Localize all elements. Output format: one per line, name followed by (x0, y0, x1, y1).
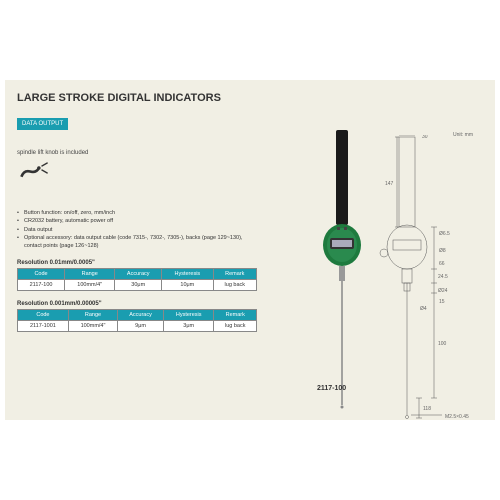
knob-icon (17, 159, 52, 184)
content-area: spindle lift knob is included Button fun… (17, 140, 483, 332)
dim-label: Ø8 (439, 248, 446, 254)
cell-hysteresis: 3μm (163, 321, 214, 332)
data-output-badge: DATA OUTPUT (17, 118, 68, 130)
technical-drawing: 34.5 30 147 Ø6.5 Ø8 24.5 Ø24 15 100 118 … (367, 135, 487, 425)
cell-code: 2117-100 (18, 280, 65, 291)
right-column: Unit: mm (267, 140, 483, 332)
product-image (322, 130, 362, 410)
dim-label: M2.5×0.45 (445, 414, 469, 420)
dim-label: Ø4 (420, 306, 427, 312)
spec-table-2: Code Range Accuracy Hysteresis Remark 21… (17, 309, 257, 332)
dim-label: 66 (439, 261, 445, 267)
col-range: Range (68, 310, 117, 321)
col-remark: Remark (213, 269, 256, 280)
dim-label: 147 (385, 181, 394, 187)
feature-list: Button function: on/off, zero, mm/inch C… (17, 209, 257, 250)
cell-range: 100mm/4" (68, 321, 117, 332)
col-remark: Remark (214, 310, 257, 321)
cell-remark: lug back (214, 321, 257, 332)
catalog-page: LARGE STROKE DIGITAL INDICATORS DATA OUT… (5, 80, 495, 420)
col-accuracy: Accuracy (115, 269, 162, 280)
col-hysteresis: Hysteresis (163, 310, 214, 321)
resolution-label-1: Resolution 0.01mm/0.0005" (17, 260, 257, 266)
dim-label: Ø6.5 (439, 231, 450, 237)
cell-remark: lug back (213, 280, 256, 291)
list-item: CR2032 battery, automatic power off (17, 217, 257, 225)
cell-code: 2117-1001 (18, 321, 69, 332)
page-title: LARGE STROKE DIGITAL INDICATORS (17, 92, 483, 104)
knob-label: spindle lift knob is included (17, 150, 257, 156)
col-code: Code (18, 269, 65, 280)
spec-table-1: Code Range Accuracy Hysteresis Remark 21… (17, 268, 257, 291)
dim-label: 118 (423, 406, 431, 412)
table-header-row: Code Range Accuracy Hysteresis Remark (18, 269, 257, 280)
col-range: Range (65, 269, 115, 280)
col-accuracy: Accuracy (118, 310, 164, 321)
list-item: Button function: on/off, zero, mm/inch (17, 209, 257, 217)
list-item: Data output (17, 226, 257, 234)
dim-label: 100 (438, 341, 447, 347)
left-column: spindle lift knob is included Button fun… (17, 140, 257, 332)
table-row: 2117-100 100mm/4" 30μm 10μm lug back (18, 280, 257, 291)
dim-label: 30 (422, 135, 428, 140)
dim-label: Ø24 (438, 288, 448, 294)
dim-label: 24.5 (438, 274, 448, 280)
cell-range: 100mm/4" (65, 280, 115, 291)
list-item: Optional accessory: data output cable (c… (17, 234, 257, 251)
model-number: 2117-100 (317, 385, 346, 392)
cell-hysteresis: 10μm (162, 280, 214, 291)
cell-accuracy: 9μm (118, 321, 164, 332)
resolution-label-2: Resolution 0.001mm/0.00005" (17, 301, 257, 307)
cell-accuracy: 30μm (115, 280, 162, 291)
table-header-row: Code Range Accuracy Hysteresis Remark (18, 310, 257, 321)
table-row: 2117-1001 100mm/4" 9μm 3μm lug back (18, 321, 257, 332)
col-code: Code (18, 310, 69, 321)
col-hysteresis: Hysteresis (162, 269, 214, 280)
dim-label: 15 (439, 299, 445, 305)
